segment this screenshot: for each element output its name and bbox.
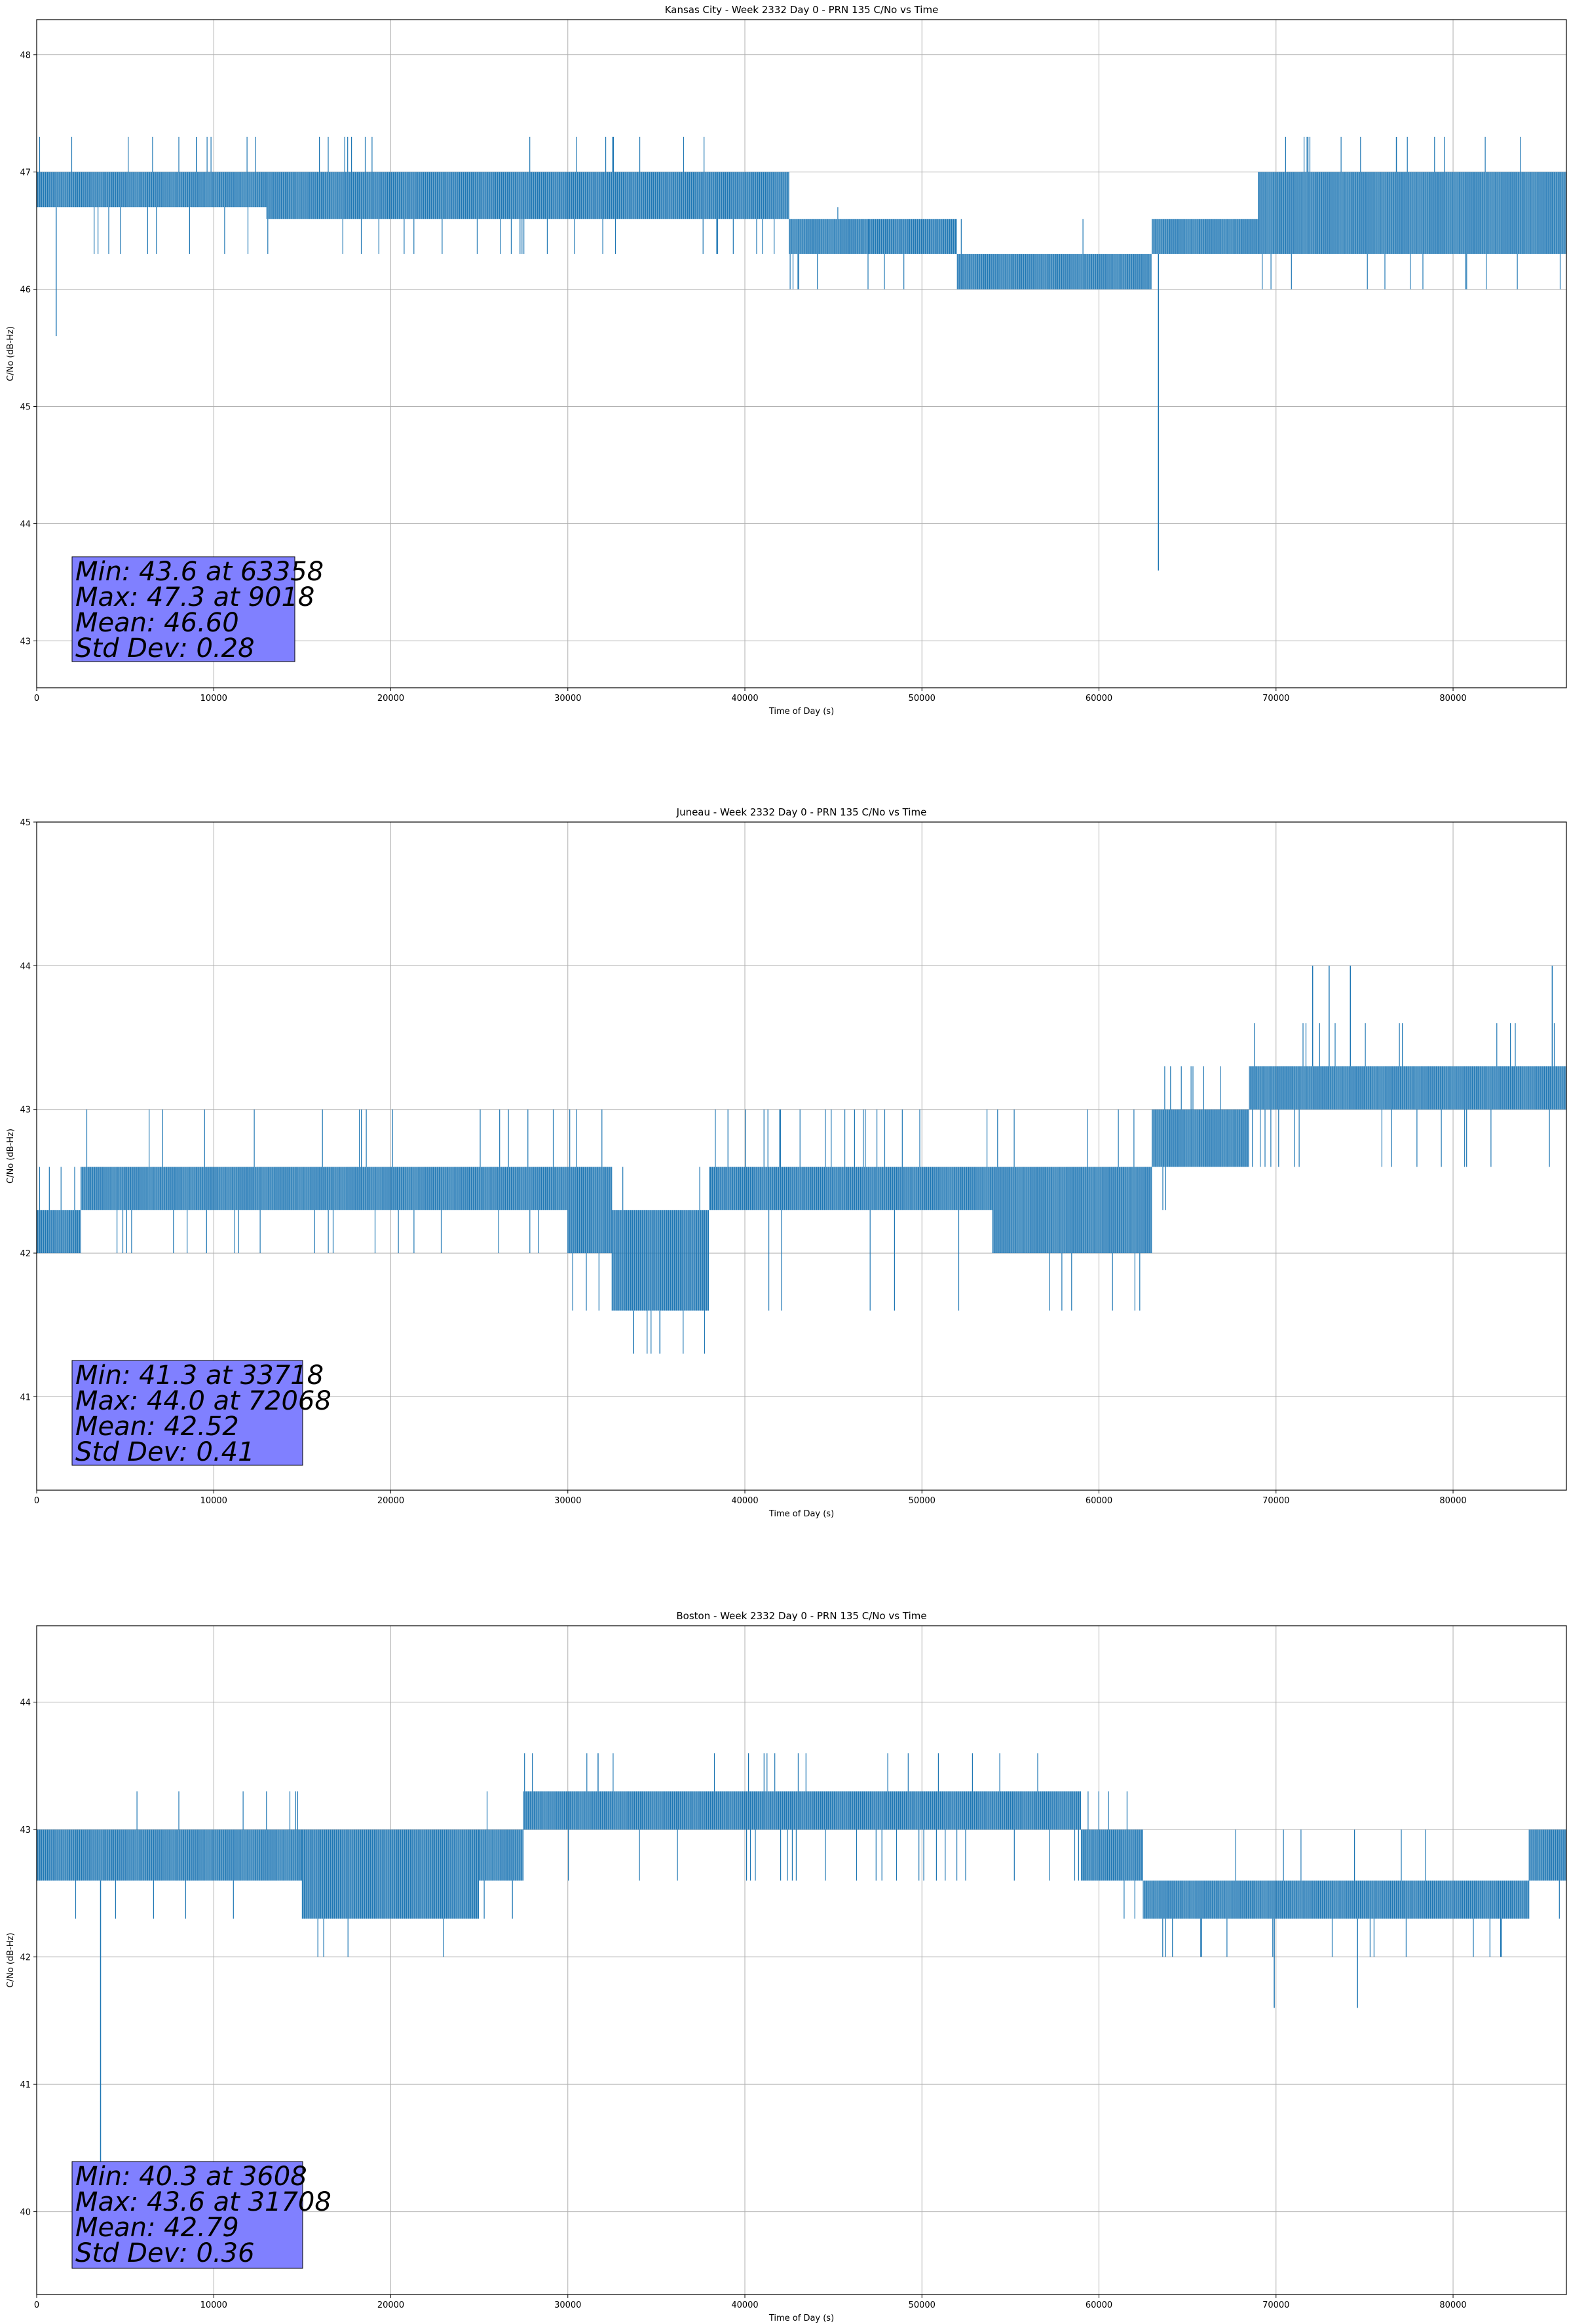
stats-line: Mean: 42.79 — [75, 2213, 239, 2243]
y-tick-label: 44 — [20, 962, 31, 971]
y-tick-label: 41 — [20, 2080, 31, 2090]
stats-line: Min: 41.3 at 33718 — [75, 1360, 324, 1391]
x-tick-label: 80000 — [1439, 1496, 1466, 1506]
x-tick-label: 60000 — [1086, 2300, 1112, 2310]
y-tick-label: 46 — [20, 286, 31, 295]
y-tick-label: 40 — [20, 2208, 31, 2218]
y-axis-label: C/No (dB-Hz) — [6, 1129, 16, 1184]
axes-frame — [36, 1625, 1567, 2295]
x-tick-label: 60000 — [1086, 1496, 1112, 1506]
y-axis-label: C/No (dB-Hz) — [6, 1933, 16, 1988]
chart-2: 0 10000 20000 30000 40000 50000 60000 70000 8000… — [6, 1610, 1567, 2323]
x-tick-label: 10000 — [200, 2300, 227, 2310]
x-tick-label: 0 — [34, 1496, 39, 1506]
x-tick-label: 50000 — [909, 694, 936, 703]
stats-line: Mean: 42.52 — [75, 1412, 239, 1442]
x-axis-label: Time of Day (s) — [768, 2314, 834, 2323]
axes-frame — [36, 19, 1567, 688]
x-tick-label: 70000 — [1262, 2300, 1289, 2310]
x-tick-label: 20000 — [377, 2300, 404, 2310]
x-tick-label: 20000 — [377, 1496, 404, 1506]
stats-line: Std Dev: 0.36 — [75, 2238, 255, 2268]
x-tick-label: 30000 — [554, 1496, 581, 1506]
x-tick-label: 80000 — [1439, 694, 1466, 703]
x-tick-label: 70000 — [1262, 694, 1289, 703]
x-tick-label: 0 — [34, 2300, 39, 2310]
chart-title: Kansas City - Week 2332 Day 0 - PRN 135 … — [665, 4, 939, 16]
y-axis-label: C/No (dB-Hz) — [6, 326, 16, 381]
y-tick-label: 47 — [20, 168, 31, 178]
y-tick-label: 42 — [20, 1953, 31, 1963]
x-axis-label: Time of Day (s) — [768, 1509, 834, 1519]
stats-line: Mean: 46.60 — [75, 608, 239, 638]
x-tick-label: 10000 — [200, 694, 227, 703]
x-tick-label: 50000 — [909, 2300, 936, 2310]
x-tick-label: 40000 — [731, 694, 758, 703]
y-tick-label: 43 — [20, 1826, 31, 1835]
y-tick-label: 48 — [20, 51, 31, 61]
stats-line: Min: 43.6 at 63358 — [75, 557, 324, 587]
x-axis-label: Time of Day (s) — [768, 707, 834, 717]
stats-box — [71, 1360, 303, 1466]
x-tick-label: 20000 — [377, 694, 404, 703]
x-tick-label: 0 — [34, 694, 39, 703]
y-tick-label: 44 — [20, 519, 31, 529]
y-tick-label: 44 — [20, 1698, 31, 1708]
x-tick-label: 50000 — [909, 1496, 936, 1506]
stats-line: Std Dev: 0.28 — [75, 633, 255, 664]
stats-line: Max: 44.0 at 72068 — [75, 1386, 331, 1416]
stats-box — [71, 556, 295, 662]
y-tick-label: 41 — [20, 1393, 31, 1402]
y-tick-label: 45 — [20, 403, 31, 413]
stats-line: Max: 47.3 at 9018 — [75, 582, 314, 612]
y-tick-label: 43 — [20, 637, 31, 647]
chart-1: 0 10000 20000 30000 40000 50000 60000 70000 8000… — [6, 806, 1567, 1519]
x-tick-label: 10000 — [200, 1496, 227, 1506]
x-tick-label: 40000 — [731, 2300, 758, 2310]
stats-line: Max: 43.6 at 31708 — [75, 2187, 331, 2217]
y-tick-label: 45 — [20, 818, 31, 828]
stats-line: Std Dev: 0.41 — [75, 1437, 255, 1467]
x-tick-label: 30000 — [554, 694, 581, 703]
axes-frame — [36, 821, 1567, 1491]
x-tick-label: 70000 — [1262, 1496, 1289, 1506]
chart-0: 0 10000 20000 30000 40000 50000 60000 70000 8000… — [6, 4, 1567, 717]
chart-title: Boston - Week 2332 Day 0 - PRN 135 C/No … — [676, 1610, 926, 1622]
y-tick-label: 42 — [20, 1249, 31, 1259]
x-tick-label: 60000 — [1086, 694, 1112, 703]
stats-box — [71, 2161, 303, 2269]
stats-line: Min: 40.3 at 3608 — [75, 2162, 307, 2192]
x-tick-label: 80000 — [1439, 2300, 1466, 2310]
chart-title: Juneau - Week 2332 Day 0 - PRN 135 C/No … — [676, 806, 927, 818]
x-tick-label: 40000 — [731, 1496, 758, 1506]
x-tick-label: 30000 — [554, 2300, 581, 2310]
y-tick-label: 43 — [20, 1106, 31, 1115]
